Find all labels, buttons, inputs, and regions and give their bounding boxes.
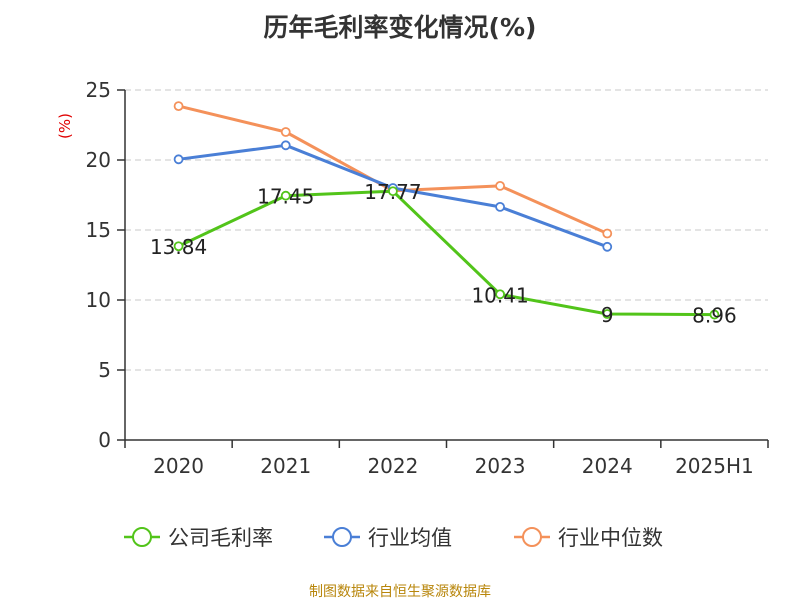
- point-s2-2024: [602, 228, 613, 239]
- legend-item-1: 行业均值: [324, 526, 452, 550]
- y-tick-label-10: 10: [86, 288, 111, 312]
- data-label-2025H1: 8.96: [692, 304, 737, 328]
- tick-labels: 0 5 10 15 20 25 2020 2021 2022 2023 2024 2025H1: [86, 78, 754, 478]
- point-s0-2024: [602, 309, 613, 319]
- data-label-2021: 17.45: [257, 185, 314, 209]
- point-s0-2022: [388, 186, 398, 197]
- y-axis-label: (%): [56, 113, 74, 139]
- point-s0-2023: [495, 289, 505, 300]
- legend-label-2: 行业中位数: [558, 526, 663, 550]
- data-label-2023: 10.41: [471, 283, 528, 307]
- legend-label-1: 行业均值: [368, 526, 452, 550]
- x-tick-label-2020: 2020: [153, 454, 204, 478]
- point-s0-2021: [280, 190, 291, 201]
- legend-marker-0: [132, 527, 152, 547]
- point-s1-2021: [280, 140, 291, 151]
- legend-marker-1: [332, 527, 352, 547]
- x-tick-label-2025H1: 2025H1: [675, 454, 754, 478]
- axes: [117, 89, 769, 448]
- legend: 公司毛利率 行业均值 行业中位数: [124, 526, 663, 550]
- point-s1-2024: [602, 241, 613, 252]
- x-tick-label-2022: 2022: [367, 454, 418, 478]
- series-points: [173, 101, 720, 320]
- point-s0-2020: [173, 241, 184, 252]
- data-labels: 13.84 17.45 17.77 10.41 9 8.96: [150, 180, 737, 327]
- grid-lines: [125, 89, 768, 371]
- y-tick-label-0: 0: [98, 428, 111, 452]
- legend-label-0: 公司毛利率: [168, 526, 273, 550]
- data-label-2022: 17.77: [364, 180, 421, 204]
- point-s2-2021: [280, 127, 291, 137]
- series-lines: [177, 104, 715, 317]
- legend-item-2: 行业中位数: [514, 526, 663, 550]
- x-tick-label-2024: 2024: [582, 454, 633, 478]
- point-s1-2020: [173, 154, 184, 165]
- legend-item-0: 公司毛利率: [124, 526, 273, 550]
- chart-title: 历年毛利率变化情况(%): [264, 13, 537, 42]
- data-label-2020: 13.84: [150, 235, 207, 259]
- source-note: 制图数据来自恒生聚源数据库: [309, 584, 491, 600]
- y-tick-label-5: 5: [98, 358, 111, 382]
- legend-marker-2: [522, 527, 542, 547]
- y-tick-label-25: 25: [86, 78, 111, 102]
- point-s2-2023: [495, 180, 505, 191]
- point-s0-2025H1: [709, 309, 720, 320]
- series-line-0: [177, 189, 715, 317]
- data-label-2024: 9: [601, 303, 614, 327]
- point-s1-2023: [495, 201, 505, 212]
- x-tick-label-2021: 2021: [260, 454, 311, 478]
- x-tick-label-2023: 2023: [475, 454, 526, 478]
- y-tick-label-15: 15: [86, 218, 111, 242]
- y-tick-label-20: 20: [86, 148, 111, 172]
- point-s2-2020: [173, 101, 184, 111]
